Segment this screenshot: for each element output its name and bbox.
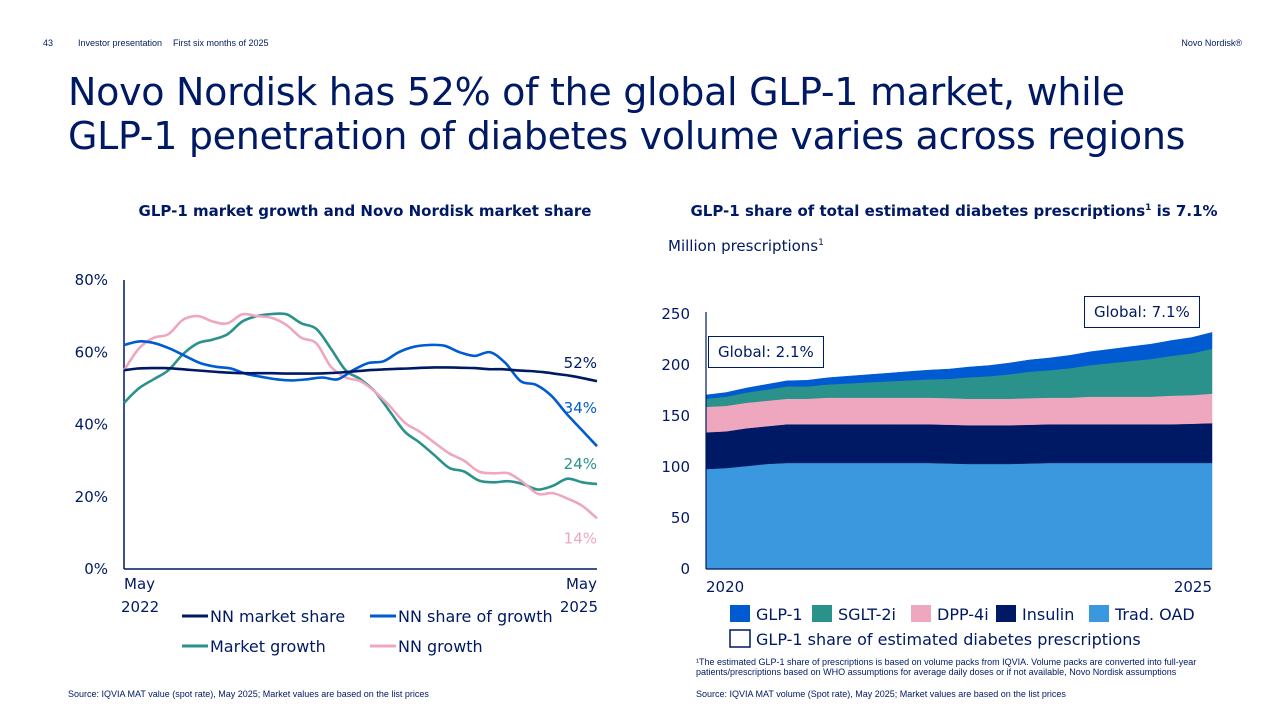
line-series-nn-growth <box>122 312 598 520</box>
area-series-trad-oad <box>705 462 1213 570</box>
legend-label-nn-market-share: NN market share <box>210 607 345 626</box>
right-chart-title: GLP-1 share of total estimated diabetes … <box>690 202 1218 220</box>
legend-label-market-growth: Market growth <box>210 637 326 656</box>
legend-label-trad-oad: Trad. OAD <box>1114 605 1195 624</box>
legend-label-glp1-share: GLP-1 share of estimated diabetes prescr… <box>756 630 1141 649</box>
left-line-chart: 0% 20% 40% 60% 80% May 2022 May 2025 52% 34% 24% 14%… <box>75 271 598 656</box>
y-tick-label: 20% <box>75 488 108 506</box>
y-tick-label: 40% <box>75 416 108 434</box>
callout-global-2020: Global: 2.1% <box>708 336 824 368</box>
area-series-insulin <box>705 422 1213 470</box>
right-area-chart: 0 50 100 150 200 250 2020 2025 GLP-1 SGLT-2i DPP-4… <box>661 305 1213 649</box>
header-section: Investor presentation <box>78 38 163 48</box>
right-footnote: ¹The estimated GLP-1 share of prescripti… <box>696 657 1197 677</box>
end-label-market-growth: 24% <box>564 455 597 473</box>
callout-global-2025: Global: 7.1% <box>1084 296 1200 328</box>
end-label-nn-growth: 14% <box>564 529 597 547</box>
legend-swatch-insulin <box>996 605 1016 622</box>
page-title: Novo Nordisk has 52% of the global GLP-1… <box>68 70 1186 158</box>
legend-label-sglt-2i: SGLT-2i <box>838 605 896 624</box>
x-tick-label-start-month: May <box>124 575 155 593</box>
x-tick-label-end-month: May <box>566 575 597 593</box>
line-series-nn-share-of-growth <box>123 340 598 448</box>
legend-swatch-glp-1 <box>730 605 750 622</box>
y-tick-label: 80% <box>75 271 108 289</box>
y-tick-label: 0% <box>84 560 108 578</box>
end-label-nn-market-share: 52% <box>564 354 597 372</box>
line-series-market-growth <box>123 312 598 491</box>
x-tick-label-end-year: 2025 <box>560 598 598 616</box>
x-tick-label-start: 2020 <box>706 578 744 596</box>
y-tick-label: 100 <box>661 458 690 476</box>
area-series-glp-1 <box>705 332 1213 399</box>
y-tick-label: 50 <box>671 509 690 527</box>
legend-label-dpp-4i: DPP-4i <box>937 605 989 624</box>
legend-swatch-sglt-2i <box>812 605 832 622</box>
right-chart-unit-label: Million prescriptions1 <box>668 237 824 255</box>
x-tick-label-start-year: 2022 <box>121 598 159 616</box>
brand-name: Novo Nordisk® <box>1181 38 1242 48</box>
right-source-note: Source: IQVIA MAT volume (Spot rate), Ma… <box>696 689 1066 699</box>
y-tick-label: 60% <box>75 343 108 361</box>
legend-label-nn-growth: NN growth <box>398 637 483 656</box>
left-source-note: Source: IQVIA MAT value (spot rate), May… <box>68 689 429 699</box>
header-period: First six months of 2025 <box>173 38 269 48</box>
legend-swatch-glp1-share <box>729 629 751 648</box>
legend-label-insulin: Insulin <box>1022 605 1074 624</box>
legend-swatch-dpp-4i <box>911 605 931 622</box>
end-label-nn-share-of-growth: 34% <box>564 399 597 417</box>
page-number: 43 <box>43 38 54 48</box>
y-tick-label: 150 <box>661 407 690 425</box>
legend-label-glp-1: GLP-1 <box>756 605 803 624</box>
y-tick-label: 200 <box>661 356 690 374</box>
y-tick-label: 250 <box>661 305 690 323</box>
line-series-nn-market-share <box>123 366 598 383</box>
legend-label-nn-share-of-growth: NN share of growth <box>398 607 553 626</box>
x-tick-label-end: 2025 <box>1174 578 1212 596</box>
legend-swatch-trad-oad <box>1089 605 1109 622</box>
left-chart-title: GLP-1 market growth and Novo Nordisk mar… <box>138 202 592 220</box>
y-tick-label: 0 <box>680 560 690 578</box>
